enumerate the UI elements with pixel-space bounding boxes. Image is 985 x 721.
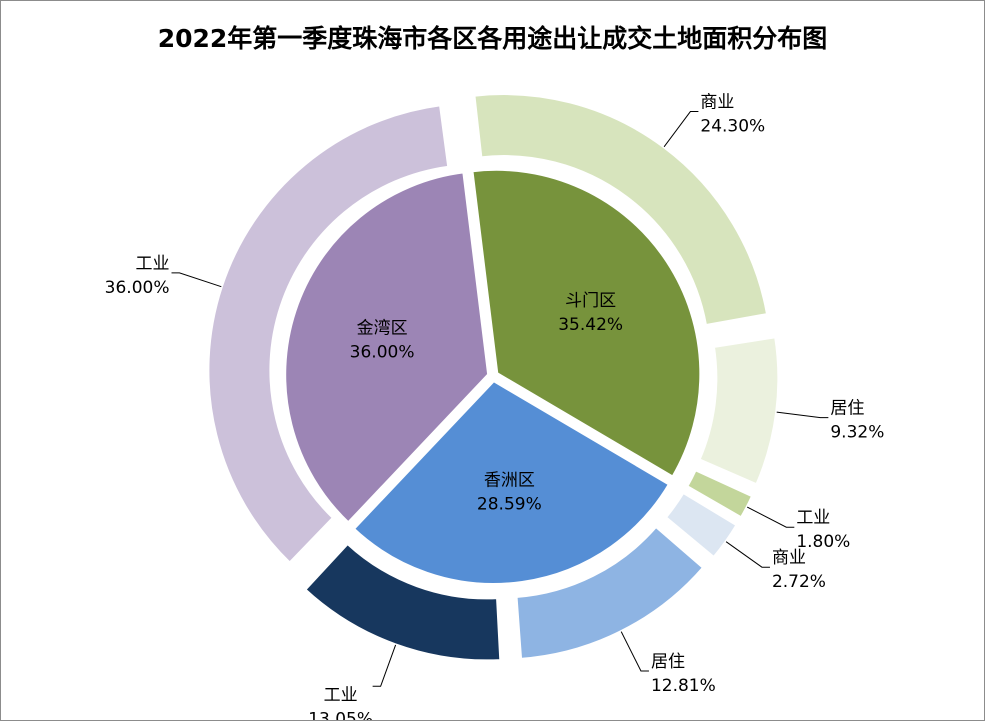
- leader-line-6: [171, 272, 222, 288]
- outer-slice-name-2: 工业: [796, 508, 830, 528]
- inner-slice-name-0: 斗门区: [565, 291, 616, 311]
- leader-line-3: [725, 541, 770, 568]
- outer-slice-value-6: 36.00%: [105, 278, 170, 298]
- outer-slice-4: [514, 524, 706, 661]
- inner-slice-1: [349, 377, 673, 587]
- outer-slice-value-0: 24.30%: [700, 117, 765, 137]
- inner-slice-2: [282, 169, 492, 527]
- outer-slice-value-2: 1.80%: [796, 532, 850, 552]
- outer-slice-5: [302, 541, 503, 663]
- outer-slice-value-3: 2.72%: [772, 572, 826, 592]
- outer-slice-name-5: 工业: [324, 685, 358, 705]
- inner-slice-value-1: 28.59%: [477, 495, 542, 515]
- outer-slice-name-4: 居住: [651, 652, 685, 672]
- outer-slice-1: [696, 335, 781, 487]
- outer-slice-value-1: 9.32%: [830, 423, 884, 443]
- leader-line-2: [746, 506, 795, 528]
- inner-slice-name-1: 香洲区: [484, 471, 535, 491]
- outer-slice-name-1: 居住: [830, 399, 864, 419]
- inner-slice-value-2: 36.00%: [350, 343, 415, 363]
- leader-line-1: [776, 411, 829, 419]
- outer-slice-6: [206, 103, 451, 566]
- inner-slice-value-0: 35.42%: [558, 315, 623, 335]
- outer-slice-3: [663, 490, 740, 560]
- outer-slice-name-0: 商业: [700, 93, 734, 113]
- leader-line-5: [372, 644, 397, 687]
- outer-slice-value-5: 13.05%: [308, 709, 373, 720]
- leader-line-4: [620, 631, 649, 672]
- outer-slice-name-6: 工业: [136, 254, 170, 274]
- outer-slice-2: [684, 467, 755, 520]
- inner-slice-0: [469, 166, 704, 481]
- outer-slice-value-4: 12.81%: [651, 676, 716, 696]
- outer-slice-name-3: 商业: [772, 548, 806, 568]
- leader-line-0: [663, 111, 699, 148]
- chart-title: 2022年第一季度珠海市各区各用途出让成交土地面积分布图: [157, 24, 828, 53]
- inner-slice-name-2: 金湾区: [357, 319, 408, 339]
- outer-slice-0: [472, 92, 770, 328]
